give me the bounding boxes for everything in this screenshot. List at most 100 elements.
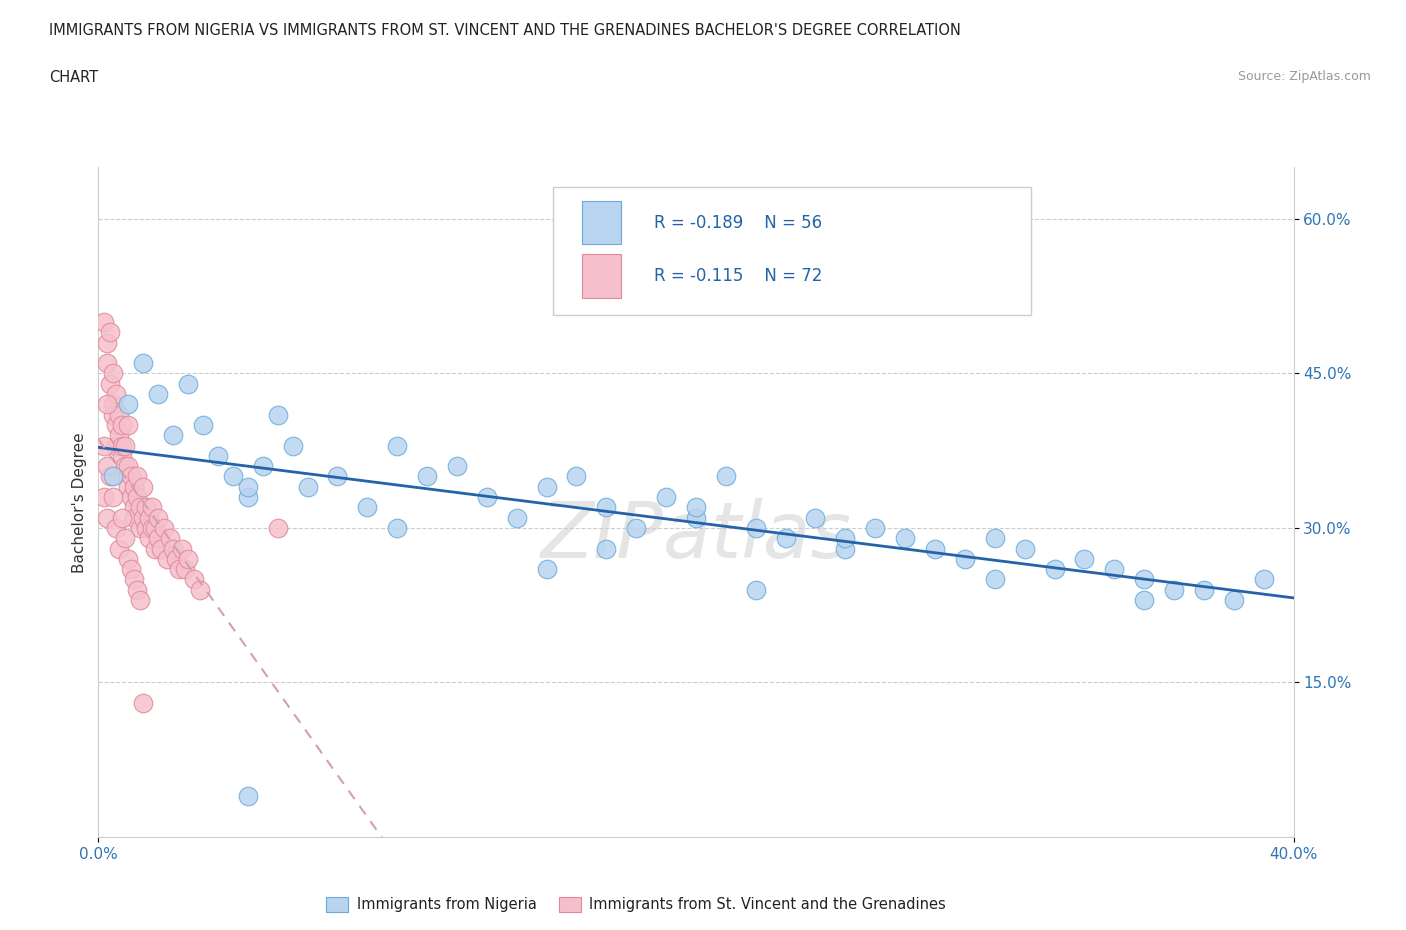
Point: [834, 531, 856, 546]
Point: [120, 562, 142, 577]
Point: [685, 500, 707, 515]
Point: [685, 511, 707, 525]
Point: [105, 418, 128, 432]
Point: [117, 479, 139, 494]
Point: [162, 541, 184, 556]
Point: [1253, 572, 1275, 587]
Point: [141, 521, 163, 536]
Point: [177, 551, 200, 566]
Point: [98, 325, 122, 339]
Point: [114, 458, 136, 473]
Point: [103, 469, 125, 484]
Point: [1133, 572, 1156, 587]
Point: [167, 562, 190, 577]
Point: [236, 789, 259, 804]
Point: [111, 448, 134, 463]
Point: [148, 387, 170, 402]
Point: [117, 418, 139, 432]
Point: [111, 438, 134, 453]
Point: [132, 355, 155, 370]
Point: [834, 541, 856, 556]
Point: [188, 582, 211, 597]
Point: [153, 521, 176, 536]
Point: [281, 438, 304, 453]
Point: [804, 511, 827, 525]
Point: [1133, 592, 1156, 607]
Point: [1073, 551, 1095, 566]
Point: [267, 521, 290, 536]
Point: [105, 438, 128, 453]
Point: [297, 479, 319, 494]
Point: [96, 397, 118, 412]
Point: [267, 407, 290, 422]
Point: [595, 500, 617, 515]
Point: [132, 479, 155, 494]
Y-axis label: Bachelor's Degree: Bachelor's Degree: [72, 432, 87, 573]
Point: [105, 387, 128, 402]
Point: [536, 562, 558, 577]
Point: [117, 551, 139, 566]
Text: IMMIGRANTS FROM NIGERIA VS IMMIGRANTS FROM ST. VINCENT AND THE GRENADINES BACHEL: IMMIGRANTS FROM NIGERIA VS IMMIGRANTS FR…: [49, 23, 962, 38]
Point: [108, 407, 131, 422]
Point: [148, 511, 170, 525]
Point: [236, 489, 259, 504]
Point: [141, 500, 163, 515]
Point: [138, 531, 160, 546]
Point: [143, 521, 166, 536]
Text: CHART: CHART: [49, 70, 98, 85]
Point: [172, 541, 194, 556]
Point: [536, 479, 558, 494]
Point: [150, 541, 173, 556]
Point: [1104, 562, 1126, 577]
Point: [117, 458, 139, 473]
Point: [326, 469, 349, 484]
Point: [103, 397, 125, 412]
Text: ZIPatlas: ZIPatlas: [540, 498, 852, 574]
Point: [93, 489, 115, 504]
Point: [96, 335, 118, 350]
Point: [222, 469, 245, 484]
Point: [385, 521, 409, 536]
Point: [983, 531, 1005, 546]
Point: [475, 489, 498, 504]
Point: [207, 448, 229, 463]
Point: [385, 438, 409, 453]
Point: [416, 469, 439, 484]
Point: [98, 377, 122, 392]
Point: [103, 407, 125, 422]
Point: [117, 397, 139, 412]
Point: [114, 438, 136, 453]
FancyBboxPatch shape: [553, 188, 1031, 314]
Point: [506, 511, 529, 525]
Point: [865, 521, 887, 536]
Point: [132, 696, 155, 711]
Point: [745, 582, 768, 597]
Point: [446, 458, 468, 473]
Text: Source: ZipAtlas.com: Source: ZipAtlas.com: [1237, 70, 1371, 83]
Point: [174, 562, 197, 577]
Point: [129, 500, 152, 515]
Point: [156, 551, 179, 566]
Point: [124, 500, 146, 515]
Point: [124, 511, 146, 525]
Point: [655, 489, 678, 504]
Point: [124, 572, 146, 587]
Point: [356, 500, 378, 515]
Point: [120, 489, 142, 504]
Point: [93, 438, 115, 453]
Point: [595, 541, 617, 556]
Point: [135, 500, 157, 515]
Point: [177, 377, 200, 392]
Point: [124, 479, 146, 494]
Legend: Immigrants from Nigeria, Immigrants from St. Vincent and the Grenadines: Immigrants from Nigeria, Immigrants from…: [321, 891, 952, 918]
Point: [129, 592, 152, 607]
Point: [108, 428, 131, 443]
Point: [127, 469, 149, 484]
Point: [111, 418, 134, 432]
Point: [983, 572, 1005, 587]
Point: [1043, 562, 1066, 577]
Point: [96, 355, 118, 370]
Point: [103, 366, 125, 381]
Point: [714, 469, 737, 484]
Point: [775, 531, 797, 546]
